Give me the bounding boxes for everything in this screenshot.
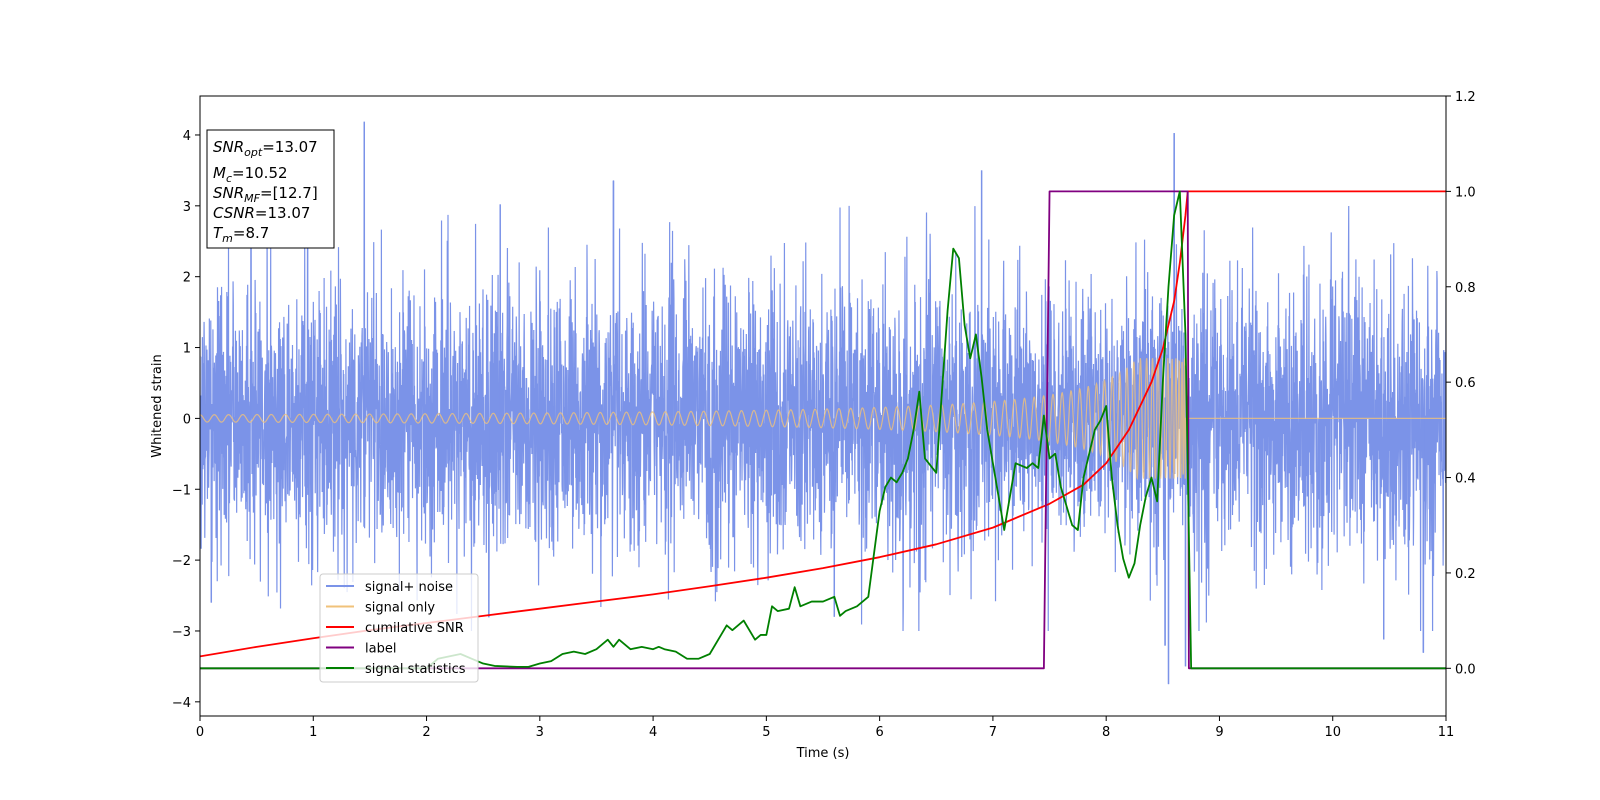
x-tick-label: 4 xyxy=(649,725,657,740)
x-tick-label: 6 xyxy=(875,725,883,740)
y-tick-left-label: −1 xyxy=(172,483,191,498)
x-tick-label: 10 xyxy=(1324,725,1341,740)
y-tick-left-label: 3 xyxy=(183,200,191,215)
y-tick-left-label: 1 xyxy=(183,342,191,357)
y-tick-left-label: −3 xyxy=(172,625,191,640)
y-tick-right-label: 0.0 xyxy=(1455,662,1476,677)
x-tick-label: 11 xyxy=(1438,725,1455,740)
y-tick-right-label: 0.6 xyxy=(1455,376,1476,391)
plot-frame xyxy=(199,95,1447,717)
y-tick-left-label: 0 xyxy=(183,412,191,427)
legend-entry: signal+ noise xyxy=(365,580,453,595)
parameter-line: CSNR=13.07 xyxy=(213,204,310,222)
parameters-box-frame xyxy=(206,129,335,249)
y-tick-left-label: −2 xyxy=(172,554,191,569)
y-tick-right-label: 1.0 xyxy=(1455,185,1476,200)
x-tick-label: 5 xyxy=(762,725,770,740)
y-axis-label: Whitened strain xyxy=(150,354,165,457)
legend-entry: cumilative SNR xyxy=(365,621,464,636)
parameter-line: SNRMF=[12.7] xyxy=(213,184,318,205)
y-tick-right-label: 1.2 xyxy=(1455,90,1476,105)
parameters-box: SNRopt=13.07 Mc=10.52SNRMF=[12.7]CSNR=13.… xyxy=(206,129,335,249)
x-tick-label: 2 xyxy=(422,725,430,740)
series-signal-noise xyxy=(200,121,1446,685)
y-tick-right-label: 0.2 xyxy=(1455,567,1476,582)
x-tick-label: 1 xyxy=(309,725,317,740)
parameter-line: Tm=8.7 xyxy=(213,224,269,245)
parameter-line: SNRopt=13.07 xyxy=(213,138,318,159)
legend-entry: label xyxy=(365,642,396,657)
parameter-line: Mc=10.52 xyxy=(213,164,288,185)
series-signal-only xyxy=(200,356,1446,481)
legend-frame xyxy=(319,573,479,683)
x-tick-label: 8 xyxy=(1102,725,1110,740)
y-tick-right-label: 0.8 xyxy=(1455,281,1476,296)
x-axis: 0 1 2 3 4 5 6 7 8 9 10 11 xyxy=(196,716,1454,740)
y-tick-left-label: 4 xyxy=(183,129,191,144)
legend: signal+ noise signal only cumilative SNR la… xyxy=(319,573,479,683)
legend-entry: signal statistics xyxy=(365,662,466,677)
x-tick-label: 9 xyxy=(1215,725,1223,740)
y-tick-left-label: −4 xyxy=(172,696,191,711)
y-tick-left-label: 2 xyxy=(183,271,191,286)
legend-entry: signal only xyxy=(365,601,435,616)
series-signal-statistics xyxy=(200,190,1446,670)
x-tick-label: 3 xyxy=(536,725,544,740)
x-tick-label: 0 xyxy=(196,725,204,740)
x-tick-label: 7 xyxy=(989,725,997,740)
x-axis-label: Time (s) xyxy=(796,746,850,761)
y-axis-left: 4 3 2 1 0 −1 −2 −3 −4 xyxy=(172,129,200,711)
y-axis-right: 1.2 1.0 0.8 0.6 0.4 0.2 0.0 xyxy=(1446,90,1476,677)
y-tick-right-label: 0.4 xyxy=(1455,472,1476,487)
